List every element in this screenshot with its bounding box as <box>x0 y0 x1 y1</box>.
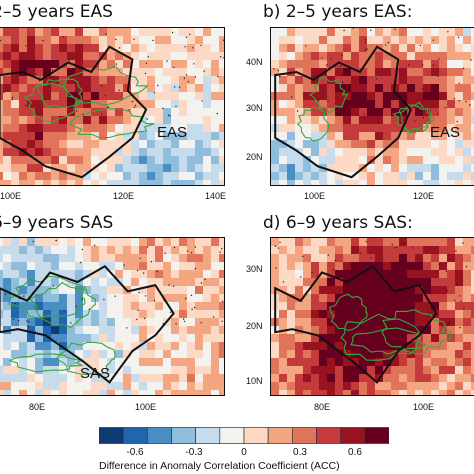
x-tick-c-0: 80E <box>29 402 46 412</box>
colorbar-swatch-11 <box>364 427 389 444</box>
y-tick-d-1: 20N <box>246 321 263 331</box>
map-panel-b <box>270 27 474 186</box>
panel-title-a: 2–5 years EAS <box>0 2 113 22</box>
y-tick-d-0: 30N <box>246 264 263 274</box>
region-label-b: EAS <box>430 124 461 141</box>
colorbar-swatch-10 <box>340 427 366 444</box>
map-panel-c <box>0 237 225 396</box>
colorbar-title: Difference in Anomaly Correlation Coeffi… <box>99 460 340 472</box>
x-tick-a-1: 120E <box>113 191 135 201</box>
map-panel-d <box>270 237 474 396</box>
colorbar-swatch-6 <box>243 427 269 444</box>
region-outline-a <box>0 45 148 179</box>
map-canvas-a <box>0 28 224 185</box>
x-tick-b-0: 100E <box>304 191 326 201</box>
map-panel-a <box>0 27 225 186</box>
map-canvas-d <box>271 238 474 395</box>
colorbar-swatch-8 <box>291 427 317 444</box>
map-canvas-b <box>271 28 474 185</box>
region-outline-d <box>274 264 438 384</box>
colorbar-swatches <box>99 427 389 444</box>
region-outline-c <box>0 265 175 384</box>
panel-title-d: d) 6–9 years SAS: <box>263 213 413 233</box>
stipple-dots-c <box>4 239 224 333</box>
x-tick-d-0: 80E <box>314 402 331 412</box>
panel-title-b: b) 2–5 years EAS: <box>263 2 413 22</box>
panel-title-c: 6–9 years SAS <box>0 213 114 233</box>
anomaly-grid-c <box>0 238 224 395</box>
colorbar-swatch-1 <box>122 427 148 444</box>
region-outline-b <box>274 45 413 179</box>
region-label-c: SAS <box>80 365 111 382</box>
colorbar-swatch-0 <box>99 427 124 444</box>
colorbar-label-1: -0.3 <box>185 447 203 458</box>
stipple-dots-a <box>0 31 224 120</box>
y-tick-d-2: 10N <box>246 376 263 386</box>
x-tick-d-1: 100E <box>413 402 435 412</box>
x-tick-c-1: 100E <box>135 402 157 412</box>
x-tick-a-0: 100E <box>0 191 22 201</box>
y-tick-b-2: 20N <box>246 152 263 162</box>
anomaly-grid-b <box>271 28 474 185</box>
contour-lines-b <box>296 76 435 142</box>
anomaly-grid-d <box>271 238 474 395</box>
y-tick-b-1: 30N <box>246 103 263 113</box>
colorbar-swatch-2 <box>146 427 172 444</box>
colorbar-swatch-5 <box>219 427 245 444</box>
stipple-dots-b <box>273 28 472 123</box>
map-canvas-c <box>0 238 224 395</box>
region-label-a: EAS <box>157 124 188 141</box>
contour-lines-a <box>24 65 155 139</box>
x-tick-a-2: 140E <box>205 191 227 201</box>
colorbar-label-0: -0.6 <box>126 447 144 458</box>
colorbar-label-2: 0 <box>241 447 247 458</box>
colorbar-swatch-3 <box>171 427 197 444</box>
colorbar-label-4: 0.6 <box>348 447 362 458</box>
colorbar-swatch-9 <box>316 427 342 444</box>
y-tick-b-0: 40N <box>246 57 263 67</box>
anomaly-grid-a <box>0 28 224 185</box>
x-tick-b-1: 120E <box>413 191 435 201</box>
colorbar-swatch-4 <box>195 427 221 444</box>
colorbar-label-3: 0.3 <box>293 447 307 458</box>
colorbar-swatch-7 <box>267 427 293 444</box>
